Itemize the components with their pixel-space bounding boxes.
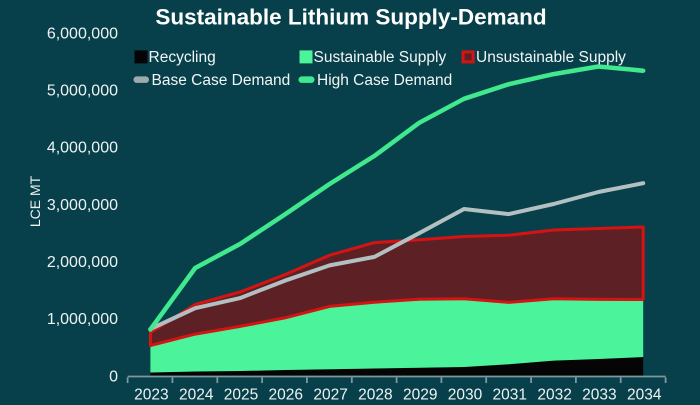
svg-text:Base Case Demand: Base Case Demand [152,72,291,89]
svg-text:2030: 2030 [448,387,483,404]
svg-text:LCE MT: LCE MT [27,175,43,227]
svg-text:2034: 2034 [627,387,662,404]
svg-text:2023: 2023 [134,387,168,404]
svg-text:Recycling: Recycling [149,49,216,66]
svg-text:2033: 2033 [582,387,616,404]
svg-text:6,000,000: 6,000,000 [47,25,118,42]
svg-text:2032: 2032 [537,387,571,404]
svg-text:1,000,000: 1,000,000 [47,311,118,328]
svg-text:3,000,000: 3,000,000 [47,197,118,214]
svg-text:5,000,000: 5,000,000 [47,83,118,100]
svg-text:2027: 2027 [313,387,347,404]
svg-text:Sustainable Supply: Sustainable Supply [314,49,447,66]
svg-text:Sustainable Lithium Supply-Dem: Sustainable Lithium Supply-Demand [155,5,546,30]
svg-text:4,000,000: 4,000,000 [47,140,118,157]
svg-text:2,000,000: 2,000,000 [47,254,118,271]
svg-text:2029: 2029 [403,387,437,404]
svg-text:High Case Demand: High Case Demand [317,72,452,89]
svg-text:2026: 2026 [269,387,303,404]
svg-text:2024: 2024 [179,387,214,404]
svg-text:Unsustainable Supply: Unsustainable Supply [476,49,626,66]
svg-text:0: 0 [109,368,118,385]
svg-text:2025: 2025 [224,387,258,404]
svg-text:2028: 2028 [358,387,392,404]
svg-text:2031: 2031 [493,387,527,404]
